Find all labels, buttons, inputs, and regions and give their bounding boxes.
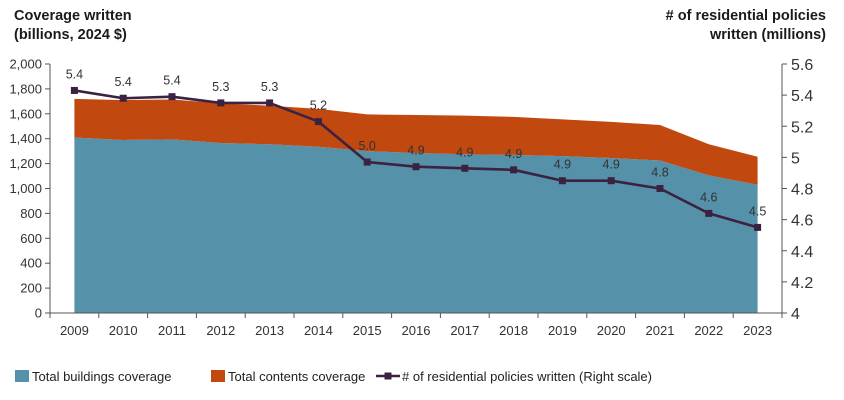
x-tick-label: 2016	[402, 323, 431, 338]
policies-data-label: 4.9	[407, 144, 424, 158]
policies-marker	[754, 223, 762, 231]
right-y-tick-label: 4.2	[791, 275, 813, 292]
legend-contents-label: Total contents coverage	[228, 369, 365, 384]
legend: Total buildings coverage Total contents c…	[15, 369, 652, 384]
right-y-tick-label: 4.8	[791, 182, 813, 199]
policies-marker	[168, 93, 176, 101]
policies-marker	[217, 99, 225, 107]
left-y-tick-label: 400	[20, 256, 42, 271]
right-y-tick-label: 4	[791, 306, 800, 323]
left-axis-title-line2: (billions, 2024 $)	[14, 27, 127, 43]
axes-layer: 0 200 400 600 800 1,000 1,200 1,400 1,600 1,800 2,…	[9, 57, 813, 339]
policies-data-label: 4.9	[505, 147, 522, 161]
x-tick-label: 2014	[304, 323, 333, 338]
policies-data-label: 5.2	[310, 99, 327, 113]
right-y-tick-label: 5.6	[791, 57, 813, 74]
left-y-tick-label: 800	[20, 206, 42, 221]
x-tick-label: 2013	[255, 323, 284, 338]
left-y-tick-label: 2,000	[9, 57, 42, 72]
x-tick-label: 2009	[60, 323, 89, 338]
left-y-tick-label: 1,400	[9, 131, 42, 146]
policies-data-label: 4.6	[700, 190, 717, 204]
legend-policies-marker	[384, 372, 392, 380]
policies-marker	[70, 86, 78, 94]
policies-data-label: 5.3	[261, 80, 278, 94]
policies-data-label: 5.3	[212, 80, 229, 94]
right-y-tick-label: 4.4	[791, 244, 813, 261]
policies-marker	[363, 158, 371, 166]
policies-marker	[266, 99, 274, 107]
policies-marker	[558, 177, 566, 185]
policies-data-label: 4.5	[749, 204, 766, 218]
policies-data-label: 5.4	[66, 67, 83, 81]
policies-data-label: 5.4	[163, 74, 180, 88]
x-tick-label: 2015	[353, 323, 382, 338]
left-y-tick-label: 1,800	[9, 81, 42, 96]
left-y-tick-label: 1,600	[9, 106, 42, 121]
left-y-tick-label: 1,200	[9, 156, 42, 171]
x-tick-label: 2020	[597, 323, 626, 338]
areas-layer	[74, 98, 758, 313]
legend-buildings-swatch	[15, 370, 29, 382]
contents-coverage-area	[74, 98, 758, 185]
right-axis-title-line1: # of residential policies	[666, 8, 826, 24]
policies-data-label: 4.8	[651, 166, 668, 180]
right-y-tick-label: 4.6	[791, 213, 813, 230]
x-tick-label: 2018	[499, 323, 528, 338]
policies-data-label: 4.9	[554, 158, 571, 172]
legend-buildings-label: Total buildings coverage	[32, 369, 171, 384]
legend-policies-label: # of residential policies written (Right…	[402, 369, 652, 384]
right-y-tick-label: 5.4	[791, 88, 813, 105]
left-axis-title-line1: Coverage written	[14, 8, 132, 24]
x-tick-label: 2017	[450, 323, 479, 338]
policies-data-label: 4.9	[456, 145, 473, 159]
policies-data-label: 5.4	[115, 75, 132, 89]
policies-data-label: 4.9	[603, 158, 620, 172]
x-tick-label: 2019	[548, 323, 577, 338]
x-tick-label: 2021	[646, 323, 675, 338]
x-tick-label: 2012	[206, 323, 235, 338]
policies-marker	[119, 94, 127, 102]
legend-contents-swatch	[211, 370, 225, 382]
x-tick-label: 2022	[694, 323, 723, 338]
x-tick-label: 2010	[109, 323, 138, 338]
right-y-tick-label: 5	[791, 150, 800, 167]
policies-data-label: 5.0	[359, 139, 376, 153]
policies-line-layer	[70, 86, 762, 231]
right-y-tick-label: 5.2	[791, 119, 813, 136]
policies-marker	[705, 209, 713, 217]
policies-marker	[656, 185, 664, 192]
policies-marker	[412, 163, 420, 171]
left-y-tick-label: 200	[20, 281, 42, 296]
data-labels-layer: 5.4 5.4 5.4 5.3 5.3 5.2 5.0 4.9 4.9 4.9 4.9 4.9 4.8 4…	[66, 67, 767, 218]
policies-marker	[314, 118, 322, 126]
x-tick-label: 2011	[158, 323, 186, 338]
policies-marker	[607, 177, 615, 185]
left-y-tick-label: 1,000	[9, 181, 42, 196]
policies-marker	[510, 166, 518, 174]
policies-marker	[461, 164, 469, 172]
x-tick-label: 2023	[743, 323, 772, 338]
left-y-tick-label: 600	[20, 231, 42, 246]
right-axis-title-line2: written (millions)	[709, 27, 826, 43]
left-y-tick-label: 0	[35, 306, 42, 321]
